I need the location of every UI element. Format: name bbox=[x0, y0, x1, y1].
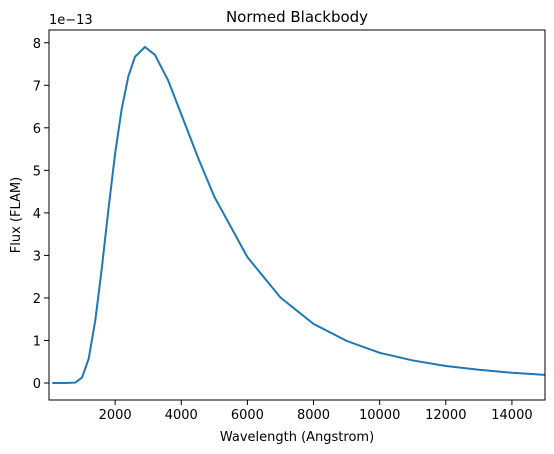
chart-title: Normed Blackbody bbox=[226, 8, 368, 26]
x-tick-label: 14000 bbox=[491, 408, 532, 423]
y-tick-label: 4 bbox=[33, 207, 41, 222]
x-tick-label: 8000 bbox=[297, 408, 330, 423]
y-tick-label: 1 bbox=[33, 334, 41, 349]
x-axis-label: Wavelength (Angstrom) bbox=[220, 430, 374, 445]
y-tick-label: 2 bbox=[33, 292, 41, 307]
x-tick-label: 6000 bbox=[231, 408, 264, 423]
x-tick-label: 2000 bbox=[99, 408, 132, 423]
y-tick-label: 7 bbox=[33, 79, 41, 94]
y-tick-label: 3 bbox=[33, 249, 41, 264]
y-axis-label: Flux (FLAM) bbox=[9, 177, 24, 253]
y-tick-label: 6 bbox=[33, 122, 41, 137]
y-offset-text: 1e−13 bbox=[49, 13, 93, 28]
line bbox=[52, 45, 546, 384]
axes-frame bbox=[48, 29, 546, 401]
y-tick-label: 5 bbox=[33, 164, 41, 179]
y-tick-label: 8 bbox=[33, 37, 41, 52]
x-tick-label: 12000 bbox=[425, 408, 466, 423]
x-tick-label: 4000 bbox=[165, 408, 198, 423]
x-tick-label: 10000 bbox=[359, 408, 400, 423]
y-tick-label: 0 bbox=[33, 377, 41, 392]
